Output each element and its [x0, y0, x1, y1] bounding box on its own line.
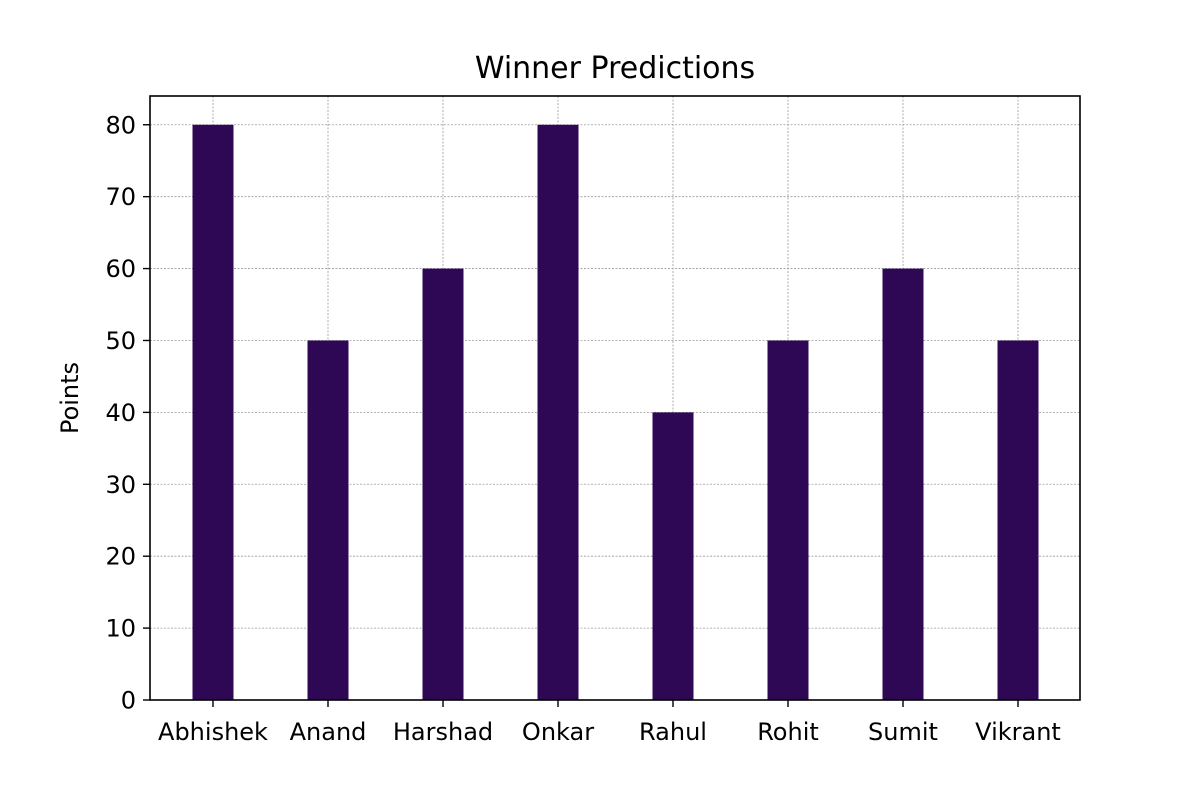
x-tick-label: Anand	[290, 718, 367, 746]
y-axis-label: Points	[56, 362, 84, 434]
bar-harshad	[422, 268, 464, 700]
y-tick-label: 70	[105, 183, 136, 211]
bars	[192, 124, 1039, 700]
x-tick-label: Onkar	[522, 718, 594, 746]
bar-vikrant	[997, 340, 1039, 700]
bar-rahul	[652, 412, 694, 700]
y-tick-label: 80	[105, 111, 136, 139]
x-tick-label: Rahul	[639, 718, 707, 746]
y-tick-label: 10	[105, 615, 136, 643]
x-tick-label: Rohit	[757, 718, 819, 746]
y-axis-ticks: 0 10 20 30 40 50 60 70 80	[105, 111, 150, 715]
bar-abhishek	[192, 124, 234, 700]
bar-sumit	[882, 268, 924, 700]
y-tick-label: 50	[105, 327, 136, 355]
y-tick-label: 40	[105, 399, 136, 427]
y-tick-label: 20	[105, 543, 136, 571]
x-tick-label: Harshad	[393, 718, 493, 746]
bar-anand	[307, 340, 349, 700]
grid-lines	[150, 96, 1080, 701]
x-tick-label: Abhishek	[158, 718, 268, 746]
x-axis-ticks: Abhishek Anand Harshad Onkar Rahul Rohit Sumit…	[158, 700, 1061, 746]
y-tick-label: 0	[121, 687, 136, 715]
bar-rohit	[767, 340, 809, 700]
chart-title: Winner Predictions	[475, 51, 755, 86]
y-tick-label: 30	[105, 471, 136, 499]
plot-area-frame	[149, 95, 1081, 701]
y-tick-label: 60	[105, 255, 136, 283]
x-tick-label: Sumit	[868, 718, 938, 746]
x-tick-label: Vikrant	[975, 718, 1061, 746]
bar-onkar	[537, 124, 579, 700]
